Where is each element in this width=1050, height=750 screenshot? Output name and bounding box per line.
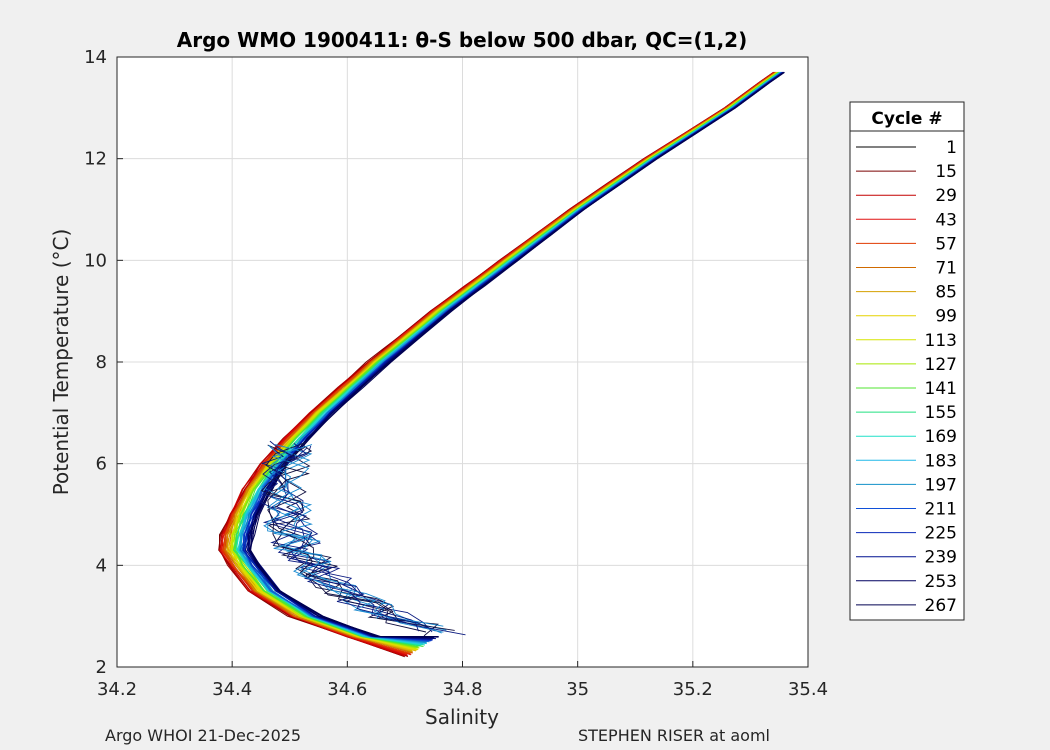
legend-title: Cycle # (871, 109, 942, 129)
legend-entry-label: 253 (925, 572, 957, 592)
profile-line (248, 71, 785, 637)
footer-left: Argo WHOI 21-Dec-2025 (105, 726, 302, 745)
profile-line (263, 445, 413, 625)
legend-entry-label: 85 (935, 283, 957, 303)
legend: Cycle # 1 15 29 43 57 71 85 99 113 127 141 155 169 18… (849, 101, 965, 621)
legend-entry-label: 183 (925, 451, 957, 471)
profile-line (267, 444, 444, 627)
y-tick-label: 12 (84, 149, 107, 170)
profile-line (262, 440, 419, 632)
y-tick-label: 2 (96, 657, 107, 678)
x-tick-label: 35.2 (673, 679, 713, 700)
x-tick-label: 34.8 (442, 679, 482, 700)
legend-entry-label: 155 (925, 403, 957, 423)
x-tick-label: 34.2 (97, 679, 137, 700)
legend-entry-label: 239 (925, 548, 957, 568)
legend-entry-label: 225 (925, 524, 957, 544)
y-tick-label: 4 (96, 555, 107, 576)
legend-entry-label: 211 (925, 500, 957, 520)
y-tick-label: 10 (84, 250, 107, 271)
legend-entry-label: 71 (935, 259, 957, 279)
x-tick-label: 35.4 (788, 679, 828, 700)
profile-line (270, 443, 466, 636)
y-tick-label: 8 (96, 352, 107, 373)
legend-entry-label: 197 (925, 475, 957, 495)
profile-line (267, 446, 401, 623)
chart-title: Argo WMO 1900411: θ-S below 500 dbar, QC… (177, 28, 747, 52)
footer-right: STEPHEN RISER at aoml (578, 726, 770, 745)
x-axis-label: Salinity (425, 705, 499, 729)
y-tick-label: 6 (96, 454, 107, 475)
legend-entry-label: 141 (925, 379, 957, 399)
legend-entry-label: 29 (935, 186, 957, 206)
legend-entry-label: 43 (935, 210, 957, 230)
legend-entry-label: 99 (935, 307, 957, 327)
legend-entry-label: 127 (925, 355, 957, 375)
legend-box (849, 101, 965, 621)
legend-entry-label: 1 (946, 138, 957, 158)
legend-entry-label: 15 (935, 162, 957, 182)
x-tick-label: 35 (566, 679, 589, 700)
y-tick-label: 14 (84, 47, 107, 68)
x-tick-label: 34.4 (212, 679, 252, 700)
legend-entry-label: 169 (925, 427, 957, 447)
profiles (218, 71, 785, 658)
x-tick-label: 34.6 (327, 679, 367, 700)
legend-entry-label: 57 (935, 234, 957, 254)
y-axis-label: Potential Temperature (°C) (49, 229, 73, 496)
axis-ticks: 34.2 34.4 34.6 34.8 35 35.2 35.4 2 4 6 8 10 12 14 (84, 47, 828, 700)
legend-entry-label: 267 (925, 596, 957, 616)
legend-entry-label: 113 (925, 331, 957, 351)
